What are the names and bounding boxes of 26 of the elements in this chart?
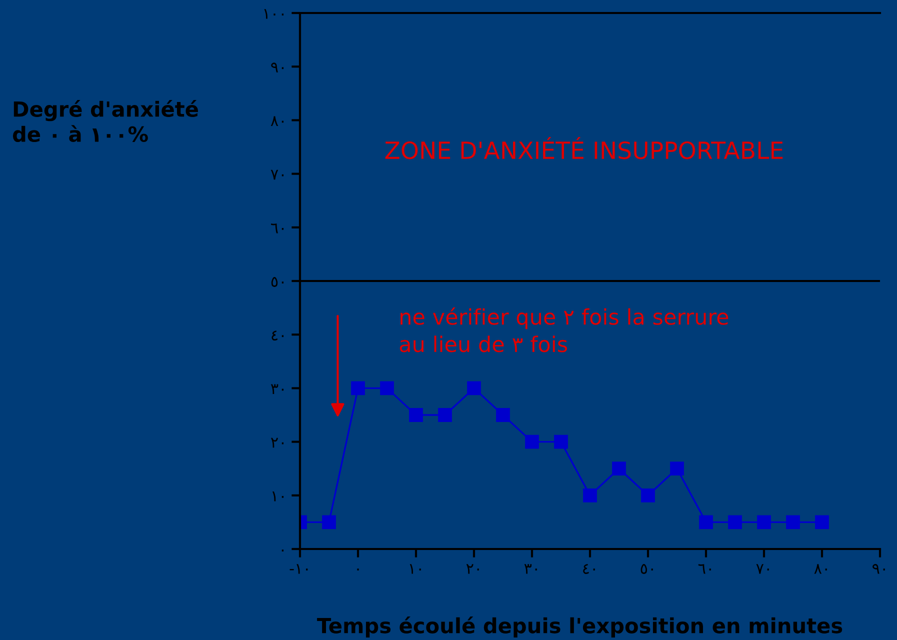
x-tick-label: ٩٠ — [872, 564, 885, 574]
x-tick-label: ٨٠ — [814, 564, 827, 574]
y-tick-label: ٣٠ — [270, 384, 284, 394]
x-tick-label: -١٠ — [290, 564, 308, 574]
y-tick-label: ٤٠ — [272, 330, 284, 341]
y-tick-label: ٠ — [282, 550, 284, 552]
annotation: ZONE D'ANXIÉTÉ INSUPPORTABLE — [385, 137, 783, 160]
y-tick-label: ٢٠ — [271, 438, 284, 448]
x-tick-label: ٧٠ — [756, 564, 769, 574]
x-tick-label: ٤٠ — [583, 564, 595, 574]
x-tick-label: ٣٠ — [524, 564, 537, 574]
x-tick-label: ٥٠ — [640, 564, 653, 574]
x-tick-label: ٠ — [357, 568, 359, 570]
y-tick-label: ٥٠ — [271, 276, 284, 287]
y-tick-label: ١٠ — [272, 492, 284, 502]
x-tick-label: ١٠ — [410, 564, 421, 574]
y-tick-label: ٩٠ — [271, 62, 284, 72]
y-tick-label: ١٠٠ — [264, 9, 284, 19]
y-tick-label: ٧٠ — [270, 170, 284, 180]
x-axis-title: Temps écoulé depuis l'exposition en minutes — [317, 616, 842, 638]
annotation: ne vérifier que ٢ fois la serrure au lieu de ٣ fois — [400, 307, 728, 352]
y-tick-label: ٨٠ — [270, 116, 284, 126]
y-axis-title: Degré d'anxiété de ٠ à ١٠٠% — [12, 100, 198, 142]
x-tick-label: ٢٠ — [466, 564, 479, 574]
x-tick-label: ٦٠ — [698, 564, 711, 574]
y-tick-label: ٦٠ — [271, 224, 284, 234]
